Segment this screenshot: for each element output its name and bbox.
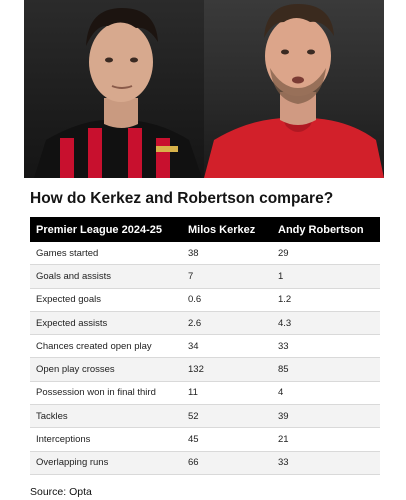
kerkez-illustration [34,8,202,178]
stat-label: Goals and assists [36,270,111,282]
kerkez-value: 7 [188,270,194,282]
table-row: Chances created open play 34 33 [30,335,380,359]
kerkez-value: 2.6 [188,317,202,329]
table-row: Expected goals 0.6 1.2 [30,289,380,312]
robertson-value: 1 [278,270,284,282]
table-row: Games started 38 29 [30,242,380,266]
stat-label: Overlapping runs [36,457,109,469]
kerkez-value: 34 [188,340,199,352]
table-header: Premier League 2024-25 Milos Kerkez Andy… [30,217,380,242]
table-row: Goals and assists 7 1 [30,265,380,289]
kerkez-value: 38 [188,247,199,259]
photo-milos-kerkez [24,0,204,178]
stat-label: Possession won in final third [36,387,156,399]
robertson-value: 39 [278,410,289,422]
stat-label: Expected assists [36,317,108,329]
header-robertson: Andy Robertson [278,223,364,236]
photo-andy-robertson [204,0,384,178]
robertson-value: 4.3 [278,317,292,329]
robertson-value: 29 [278,247,289,259]
table-row: Overlapping runs 66 33 [30,451,380,475]
robertson-value: 33 [278,457,289,469]
robertson-illustration [204,4,384,178]
stat-label: Open play crosses [36,364,115,376]
kerkez-value: 52 [188,410,199,422]
header-competition: Premier League 2024-25 [36,223,162,236]
stat-label: Games started [36,247,99,259]
robertson-value: 21 [278,434,289,446]
player-photos [24,0,384,178]
table-row: Possession won in final third 11 4 [30,382,380,406]
kerkez-value: 0.6 [188,294,202,306]
header-kerkez: Milos Kerkez [188,223,256,236]
robertson-value: 1.2 [278,294,292,306]
robertson-value: 85 [278,364,289,376]
stat-label: Chances created open play [36,340,152,352]
table-row: Tackles 52 39 [30,405,380,429]
kerkez-value: 132 [188,364,204,376]
kerkez-value: 11 [188,387,198,399]
kerkez-value: 45 [188,434,199,446]
table-body: Games started 38 29 Goals and assists 7 1 Expe… [30,242,380,475]
source-note: Source: Opta [30,486,92,498]
page-title: How do Kerkez and Robertson compare? [30,190,334,207]
table-row: Expected assists 2.6 4.3 [30,311,380,336]
robertson-value: 4 [278,387,284,399]
stat-label: Expected goals [36,294,101,306]
table-row: Open play crosses 132 85 [30,358,380,382]
robertson-value: 33 [278,340,289,352]
comparison-table: Premier League 2024-25 Milos Kerkez Andy… [30,217,380,475]
stat-label: Interceptions [36,434,91,446]
stat-label: Tackles [36,410,68,422]
table-row: Interceptions 45 21 [30,428,380,452]
kerkez-value: 66 [188,457,199,469]
